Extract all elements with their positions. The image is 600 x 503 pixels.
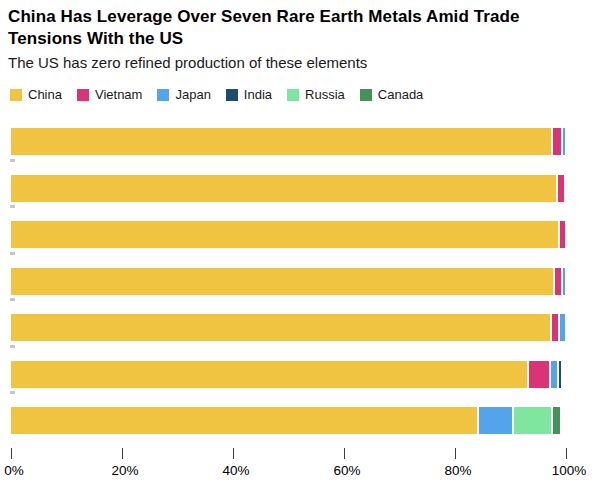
x-tick-label: 20% [111,463,138,478]
bar-lutetium [11,314,566,341]
bar-label-dysprosium [10,252,15,255]
bar-terbium [11,221,566,248]
legend-label: Russia [305,87,345,102]
segment-dysprosium-vietnam [555,268,562,295]
segment-lutetium-vietnam [552,314,558,341]
bar-yttrium [11,361,566,388]
legend-swatch-india [226,89,238,101]
segment-scandium-canada [553,407,560,434]
bar-label-yttrium [10,345,15,348]
bar-label-samarium [10,112,15,115]
x-tick-label: 80% [444,463,471,478]
legend-label: Vietnam [95,87,142,102]
legend-label: India [244,87,272,102]
segment-scandium-china [11,407,477,434]
segment-dysprosium-japan [563,268,565,295]
x-tick-label: 60% [333,463,360,478]
x-tick-mark [233,448,234,459]
bar-label-scandium [10,391,15,394]
x-tick-mark [122,448,123,459]
legend-item-vietnam: Vietnam [77,87,142,102]
segment-samarium-china [11,128,551,155]
x-tick-mark [11,448,12,459]
x-tick-label: 100% [552,463,587,478]
segment-gadolinium-china [11,175,556,202]
x-tick-mark [344,448,345,459]
legend-swatch-vietnam [77,89,89,101]
x-tick-mark [455,448,456,459]
legend-item-india: India [226,87,272,102]
segment-terbium-china [11,221,558,248]
x-tick-mark [566,448,567,459]
bar-dysprosium [11,268,566,295]
segment-yttrium-japan [551,361,557,388]
legend-label: Japan [175,87,210,102]
segment-samarium-vietnam [553,128,561,155]
bar-label-terbium [10,205,15,208]
legend-swatch-canada [360,89,372,101]
bar-scandium [11,407,566,434]
x-tick-label: 0% [4,463,24,478]
chart-container: China Has Leverage Over Seven Rare Earth… [0,0,600,503]
segment-scandium-japan [479,407,512,434]
legend-swatch-china [10,89,22,101]
bar-label-lutetium [10,298,15,301]
bar-gadolinium [11,175,566,202]
segment-yttrium-india [559,361,562,388]
segment-terbium-vietnam [560,221,564,248]
chart-title: China Has Leverage Over Seven Rare Earth… [8,6,586,51]
chart-subtitle: The US has zero refined production of th… [8,54,586,71]
segment-samarium-japan [563,128,565,155]
segment-gadolinium-vietnam [558,175,564,202]
segment-lutetium-china [11,314,550,341]
legend-label: Canada [378,87,424,102]
legend-swatch-japan [157,89,169,101]
chart-legend: China Vietnam Japan India Russia Canada [10,87,423,102]
bar-samarium [11,128,566,155]
legend-item-russia: Russia [287,87,345,102]
segment-dysprosium-china [11,268,553,295]
legend-item-japan: Japan [157,87,210,102]
legend-label: China [28,87,62,102]
bar-label-gadolinium [10,159,15,162]
segment-yttrium-vietnam [529,361,550,388]
segment-yttrium-china [11,361,527,388]
legend-item-canada: Canada [360,87,424,102]
segment-scandium-russia [514,407,551,434]
segment-lutetium-japan [560,314,565,341]
legend-swatch-russia [287,89,299,101]
x-tick-label: 40% [222,463,249,478]
legend-item-china: China [10,87,62,102]
